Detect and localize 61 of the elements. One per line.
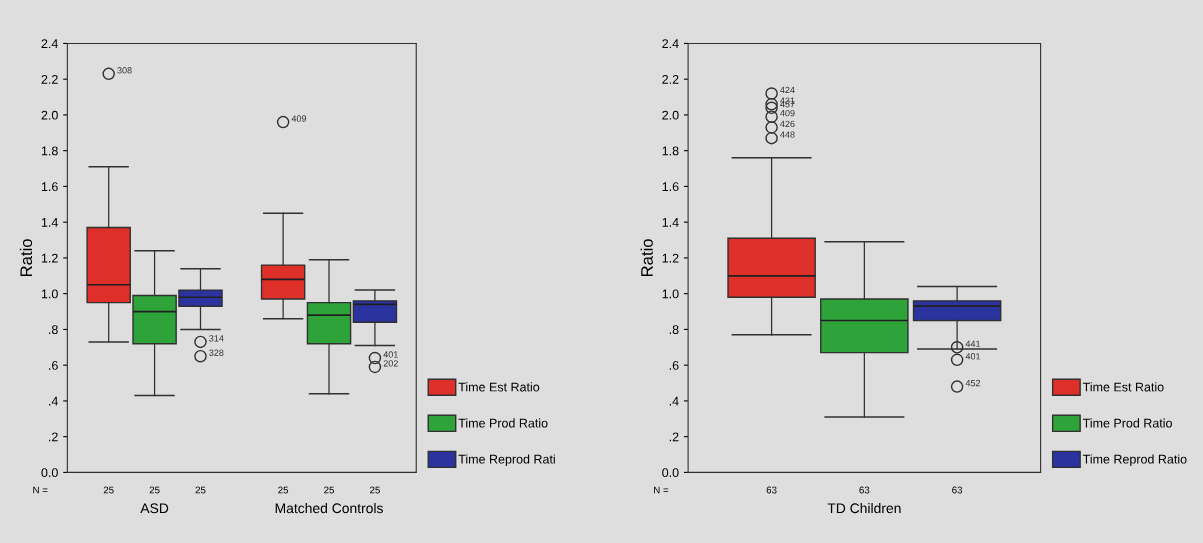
text: 63 xyxy=(859,486,870,494)
annotation: 314 xyxy=(209,335,224,342)
text: 63 xyxy=(952,486,963,494)
text: 25 xyxy=(370,486,380,494)
y-tick-label: .2 xyxy=(669,432,679,442)
y-tick-label: 1.0 xyxy=(662,289,679,299)
annotation: 202 xyxy=(383,360,398,367)
annotation: 426 xyxy=(780,120,795,128)
y-tick-label: .8 xyxy=(49,325,58,335)
y-tick-label: 2.4 xyxy=(41,39,58,48)
y-tick-label: .4 xyxy=(669,396,679,406)
annotation: 401 xyxy=(965,353,981,360)
y-tick-label: 1.6 xyxy=(662,182,679,192)
y-tick-label: .6 xyxy=(669,360,679,370)
annotation: 308 xyxy=(117,67,132,74)
y-tick-label: .8 xyxy=(669,325,679,335)
legend-label: Time Est Ratio xyxy=(458,382,540,392)
text: N = xyxy=(654,486,669,494)
y-axis-title: Ratio xyxy=(19,239,33,277)
y-axis-title: Ratio xyxy=(640,239,653,277)
annotation: 441 xyxy=(965,340,981,347)
legend-label: Time Prod Ratio xyxy=(1082,418,1172,428)
y-tick-label: 2.2 xyxy=(662,74,679,84)
text: 25 xyxy=(149,486,160,494)
y-tick-label: .6 xyxy=(49,360,58,370)
y-tick-label: 1.8 xyxy=(41,146,58,156)
legend-label: Time Reprod Ratio xyxy=(1082,454,1187,467)
y-tick-label: 0.0 xyxy=(41,468,58,478)
annotation: 424 xyxy=(780,86,795,94)
annotation: 409 xyxy=(780,109,795,117)
y-tick-label: 1.6 xyxy=(41,182,58,192)
text: 25 xyxy=(103,486,114,494)
legend-label: Time Prod Ratio xyxy=(458,418,548,428)
text: 63 xyxy=(766,486,777,494)
y-tick-label: 1.0 xyxy=(41,289,58,299)
y-tick-label: 1.2 xyxy=(662,253,679,263)
annotation: 448 xyxy=(780,131,795,138)
y-tick-label: 1.4 xyxy=(662,218,679,227)
y-tick-label: 1.4 xyxy=(41,218,58,227)
annotation: 401 xyxy=(383,351,398,358)
legend-label: Time Reprod Rati xyxy=(458,454,555,467)
text: N = xyxy=(33,486,48,494)
text: 25 xyxy=(278,486,289,494)
text: 25 xyxy=(195,486,206,494)
y-tick-label: 2.4 xyxy=(662,39,679,48)
y-tick-label: 1.2 xyxy=(41,253,58,263)
annotation: 328 xyxy=(209,349,224,356)
annotation: 409 xyxy=(291,115,307,122)
x-tick-label: Matched Controls xyxy=(275,502,383,514)
y-tick-label: 2.0 xyxy=(41,110,58,120)
y-tick-label: 2.2 xyxy=(41,74,58,84)
y-tick-label: 1.8 xyxy=(662,146,679,156)
annotation: 452 xyxy=(965,379,981,387)
x-tick-label: ASD xyxy=(140,503,169,514)
text: 25 xyxy=(324,486,335,494)
y-tick-label: .4 xyxy=(49,396,58,406)
x-tick-label: TD Children xyxy=(827,502,901,514)
y-tick-label: 0.0 xyxy=(662,468,679,478)
y-tick-label: .2 xyxy=(49,432,58,442)
legend-label: Time Est Ratio xyxy=(1082,382,1164,392)
y-tick-label: 2.0 xyxy=(662,110,679,120)
